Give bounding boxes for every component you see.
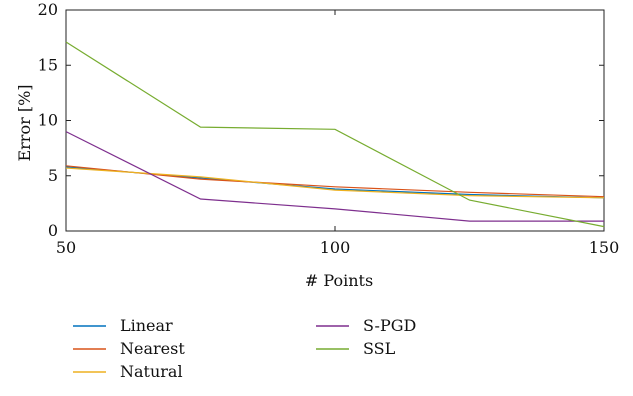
x-tick-label: 100 [320,238,351,257]
y-tick-label: 5 [48,166,58,185]
legend-label: Linear [120,316,173,335]
x-tick-label: 50 [56,238,76,257]
series-line-ssl [65,41,605,228]
legend-label: Nearest [120,339,185,358]
y-tick-label: 20 [38,0,58,19]
x-axis-title: # Points [305,271,373,290]
series-line-nearest [65,165,605,198]
series-line-natural [65,167,605,199]
legend-label: S-PGD [363,316,416,335]
y-axis-title: Error [%] [15,84,34,161]
plot-area: 0 5 10 15 20 50 100 150 [38,0,620,257]
legend-label: Natural [120,362,183,381]
legend-label: SSL [363,339,396,358]
y-tick-label: 15 [38,55,58,74]
plot-frame [65,9,605,232]
series-line-s-pgd [65,131,604,222]
y-tick-label: 0 [48,221,58,240]
x-tick-label: 150 [589,238,620,257]
legend: Linear Nearest Natural S-PGD SSL [73,316,416,381]
y-tick-label: 10 [38,111,58,130]
